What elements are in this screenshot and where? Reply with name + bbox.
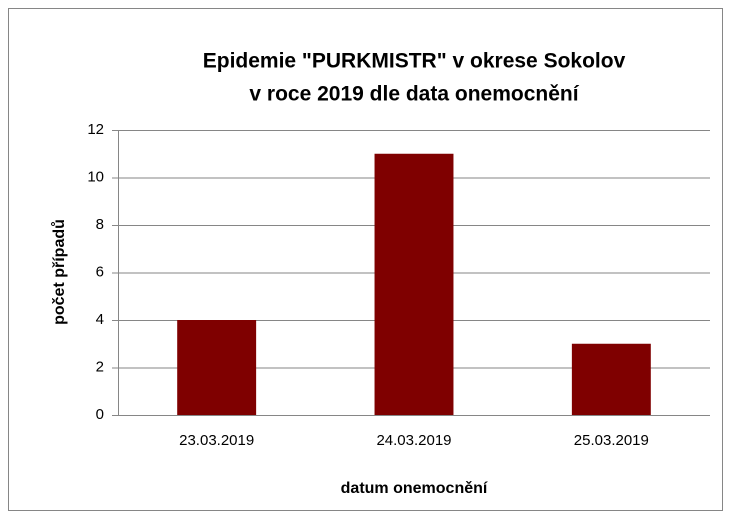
y-tick-label: 8	[96, 216, 104, 233]
chart-title: Epidemie "PURKMISTR" v okrese Sokolov	[203, 50, 626, 73]
y-tick-label: 12	[87, 121, 104, 138]
y-tick-label: 0	[96, 406, 104, 423]
y-tick-label: 2	[96, 358, 104, 375]
bar	[374, 153, 454, 415]
y-tick-label: 6	[96, 263, 104, 280]
x-tick-label: 25.03.2019	[574, 432, 649, 449]
y-axis-title: počet případů	[51, 219, 68, 325]
y-tick-label: 4	[96, 311, 104, 328]
x-tick-label: 24.03.2019	[376, 432, 451, 449]
bar	[177, 320, 257, 415]
chart-title: v roce 2019 dle data onemocnění	[249, 83, 579, 106]
y-tick-label: 10	[87, 168, 104, 185]
chart-frame	[8, 8, 723, 511]
x-axis-title: datum onemocnění	[341, 480, 488, 497]
bar	[571, 343, 651, 415]
x-tick-label: 23.03.2019	[179, 432, 254, 449]
